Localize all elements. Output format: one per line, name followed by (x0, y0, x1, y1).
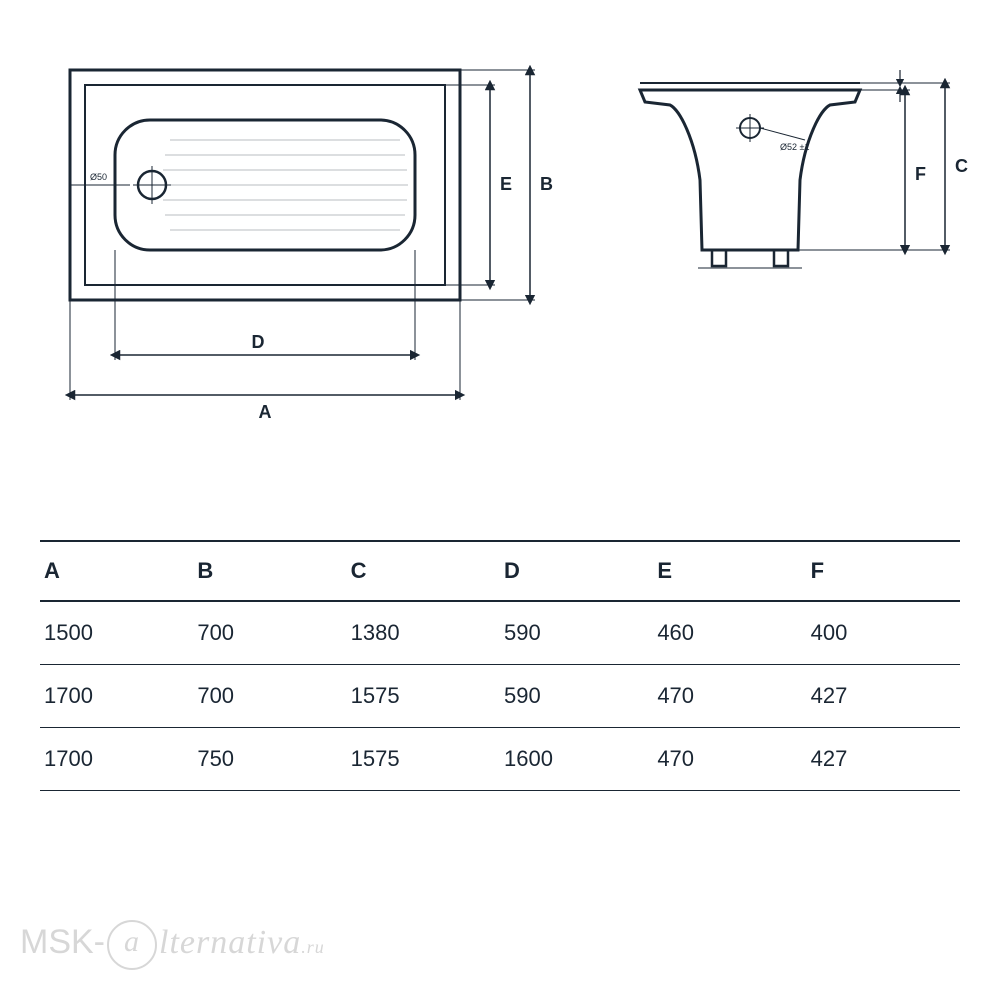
bathtub-side-view: Ø52 ±1 C F (630, 50, 970, 350)
overflow-note: Ø52 ±1 (780, 142, 809, 152)
col-D: D (500, 541, 653, 601)
dim-label-A: A (259, 402, 272, 422)
col-C: C (347, 541, 500, 601)
table-header-row: A B C D E F (40, 541, 960, 601)
col-F: F (807, 541, 960, 601)
dim-label-E: E (500, 174, 512, 194)
dim-label-C: C (955, 156, 968, 176)
col-E: E (653, 541, 806, 601)
table-row: 1700 750 1575 1600 470 427 (40, 728, 960, 791)
watermark-prefix: MSK- (20, 923, 105, 961)
drain-note: Ø50 (90, 172, 107, 182)
dimensions-table: A B C D E F 1500 700 1380 590 460 400 17… (40, 540, 960, 791)
table-row: 1700 700 1575 590 470 427 (40, 665, 960, 728)
watermark-tld: .ru (301, 937, 325, 957)
watermark: MSK-alternativa.ru (20, 920, 325, 970)
table-row: 1500 700 1380 590 460 400 (40, 601, 960, 665)
col-B: B (193, 541, 346, 601)
dim-label-B: B (540, 174, 553, 194)
col-A: A (40, 541, 193, 601)
dim-label-F: F (915, 164, 926, 184)
dim-label-D: D (252, 332, 265, 352)
watermark-suffix: lternativa (159, 924, 301, 961)
watermark-at-icon: a (107, 920, 157, 970)
technical-drawings: Ø50 B E D (40, 40, 960, 480)
bathtub-top-view: Ø50 B E D (40, 40, 560, 440)
